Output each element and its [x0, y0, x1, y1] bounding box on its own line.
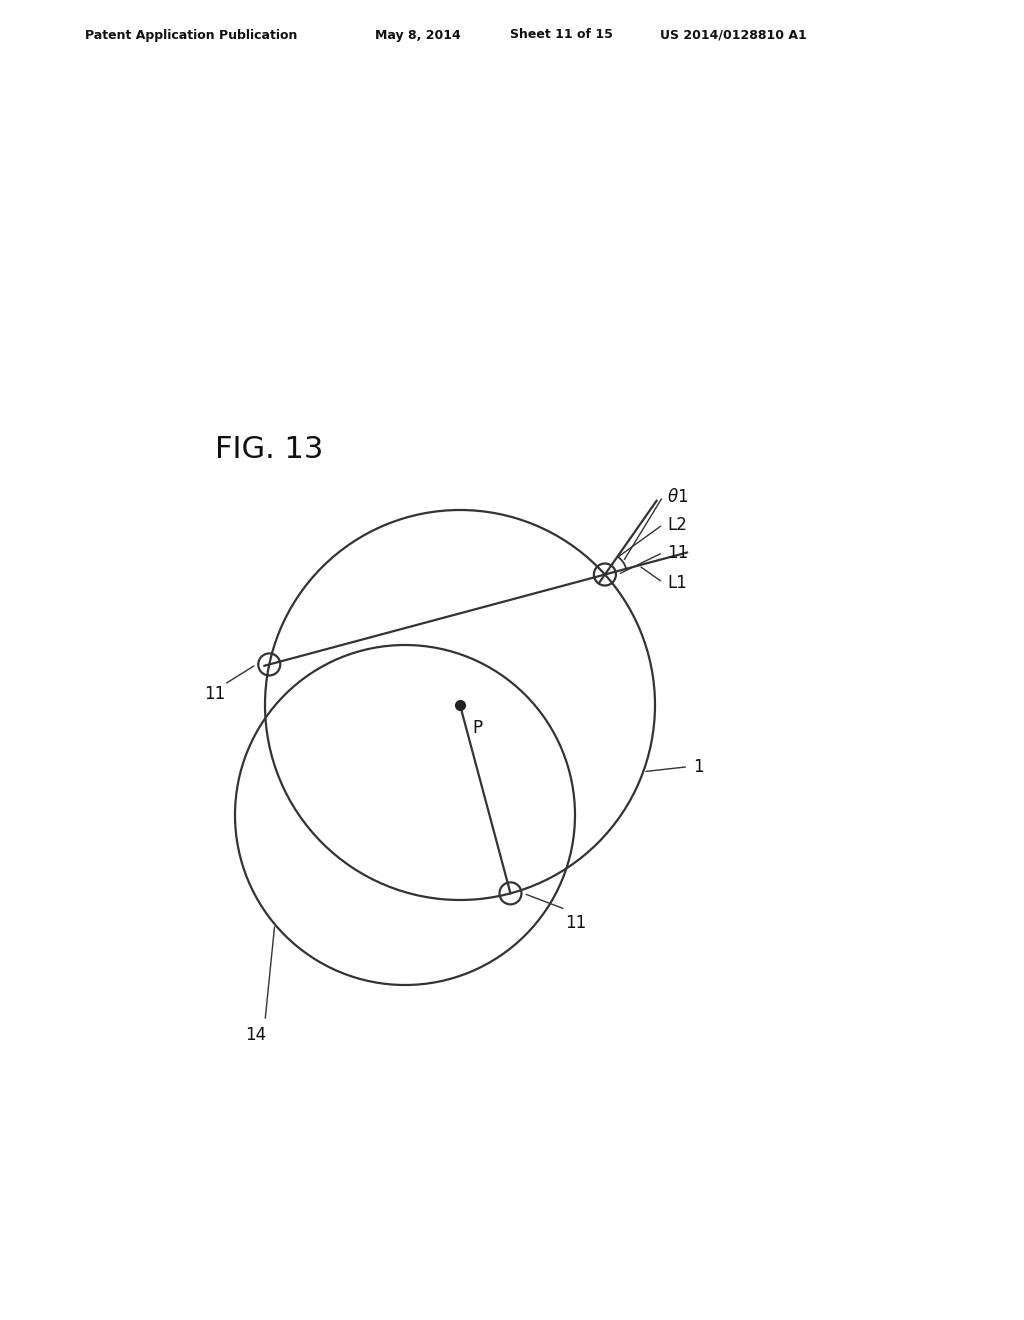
Text: FIG. 13: FIG. 13 — [215, 436, 324, 465]
Text: US 2014/0128810 A1: US 2014/0128810 A1 — [660, 29, 807, 41]
Text: 14: 14 — [245, 1026, 266, 1044]
Text: Patent Application Publication: Patent Application Publication — [85, 29, 297, 41]
Text: 11: 11 — [204, 685, 225, 704]
Text: $\theta$1: $\theta$1 — [667, 487, 688, 506]
Text: Sheet 11 of 15: Sheet 11 of 15 — [510, 29, 613, 41]
Text: 1: 1 — [693, 758, 703, 776]
Text: L1: L1 — [667, 573, 687, 591]
Text: P: P — [472, 719, 482, 737]
Text: L2: L2 — [667, 516, 687, 533]
Text: 11: 11 — [667, 544, 688, 561]
Text: May 8, 2014: May 8, 2014 — [375, 29, 461, 41]
Text: 11: 11 — [565, 915, 587, 932]
